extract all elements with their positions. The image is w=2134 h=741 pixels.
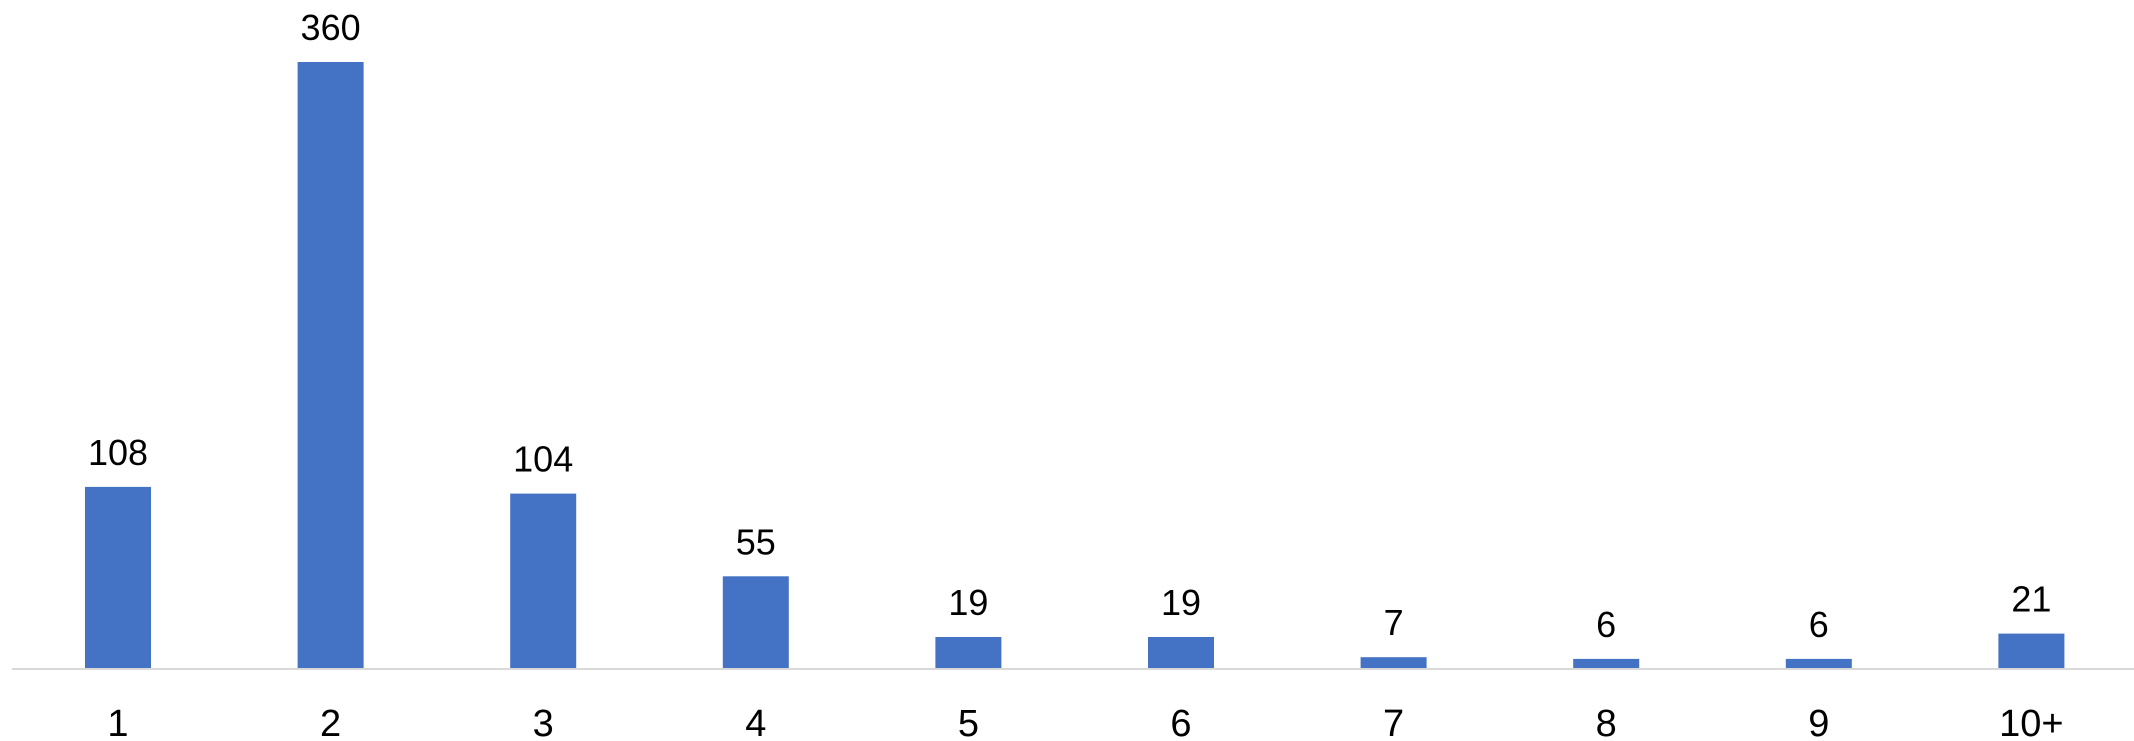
- x-tick-label-7: 7: [1383, 703, 1404, 741]
- bar-7: [1360, 657, 1427, 669]
- data-label-8: 6: [1596, 604, 1616, 645]
- bar-9: [1785, 658, 1852, 669]
- x-tick-label-6: 6: [1170, 703, 1191, 741]
- bar-2: [297, 62, 364, 669]
- data-label-9: 6: [1809, 604, 1829, 645]
- bar-5: [935, 637, 1002, 669]
- bar-6: [1148, 637, 1214, 669]
- x-tick-labels-group: 1 2 3 4 5 6 7 8 9 10+: [107, 703, 2063, 741]
- bar-1: [85, 486, 151, 669]
- bar-8: [1573, 658, 1640, 669]
- x-tick-label-4: 4: [745, 703, 766, 741]
- data-label-1: 108: [88, 432, 148, 473]
- x-tick-label-3: 3: [533, 703, 554, 741]
- x-tick-label-10+: 10+: [1999, 703, 2063, 741]
- data-label-4: 55: [736, 521, 776, 562]
- bar-3: [510, 493, 577, 669]
- data-labels-group: 108 360 104 55 19 19 7 6 6 21: [88, 7, 2051, 645]
- data-label-2: 360: [301, 7, 361, 48]
- bars-group: [85, 62, 2065, 669]
- data-label-7: 7: [1384, 602, 1404, 643]
- bar-10+: [1998, 633, 2065, 669]
- data-label-5: 19: [948, 582, 988, 623]
- data-label-3: 104: [513, 439, 573, 480]
- x-tick-label-9: 9: [1808, 703, 1829, 741]
- x-tick-label-5: 5: [958, 703, 979, 741]
- data-label-6: 19: [1161, 582, 1201, 623]
- x-tick-label-8: 8: [1596, 703, 1617, 741]
- x-tick-label-2: 2: [320, 703, 341, 741]
- x-tick-label-1: 1: [107, 703, 128, 741]
- data-label-10+: 21: [2011, 579, 2051, 620]
- bar-4: [722, 576, 789, 669]
